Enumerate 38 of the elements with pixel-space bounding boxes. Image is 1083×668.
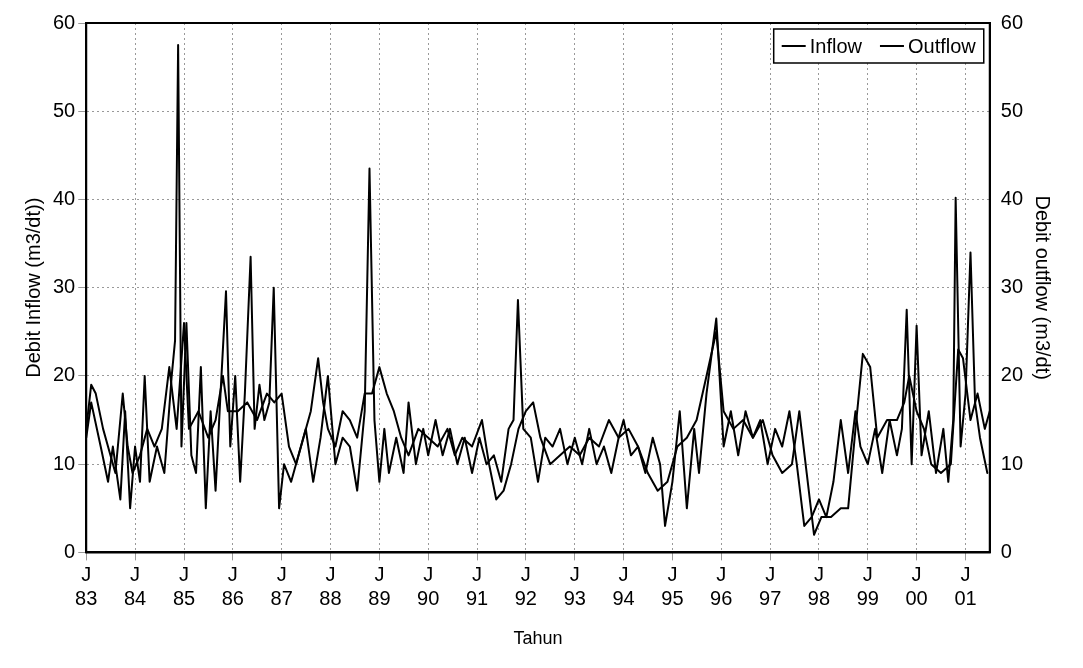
x-axis-title: Tahun xyxy=(513,628,563,649)
x-tick-label: J 86 xyxy=(221,562,244,609)
x-tick-label: J 91 xyxy=(465,562,489,609)
y2-tick-label: 40 xyxy=(1000,186,1023,209)
x-tick-label: J 92 xyxy=(514,562,537,609)
x-tick-label: J 85 xyxy=(172,562,196,609)
y-tick-label: 60 xyxy=(53,10,76,33)
legend-label: Outflow xyxy=(907,34,977,57)
y-tick-label: 20 xyxy=(53,363,76,386)
y2-tick-label: 20 xyxy=(1000,363,1023,386)
x-tick-label: J 97 xyxy=(759,562,782,609)
x-tick-label: J 88 xyxy=(319,562,342,609)
y2-tick-label: 60 xyxy=(1000,10,1023,33)
y-tick-label: 40 xyxy=(53,186,76,209)
x-tick-label: J 93 xyxy=(563,562,586,609)
y2-tick-label: 50 xyxy=(1000,98,1023,121)
y-tick-label: 50 xyxy=(53,98,76,121)
x-tick-label: J 90 xyxy=(417,562,440,609)
y-tick-label: 10 xyxy=(53,451,76,474)
y-tick-label: 0 xyxy=(64,539,76,562)
x-tick-label: J 01 xyxy=(954,562,977,609)
y2-tick-label: 0 xyxy=(1000,539,1012,562)
x-tick-label: J 99 xyxy=(856,562,879,609)
y-tick-label: 30 xyxy=(53,275,76,298)
x-tick-label: J 98 xyxy=(807,562,831,609)
x-tick-label: J 89 xyxy=(368,562,391,609)
legend-label: Inflow xyxy=(809,34,863,57)
x-tick-label: J 83 xyxy=(75,562,98,609)
x-tick-label: J 84 xyxy=(123,562,147,609)
y2-tick-label: 10 xyxy=(1000,451,1023,474)
y-axis-title: Debit Inflow (m3/dt)) xyxy=(21,197,44,378)
y2-axis-title: Debit outflow (m3/dt) xyxy=(1032,195,1055,380)
y2-tick-label: 30 xyxy=(1000,275,1023,298)
x-tick-label: J 00 xyxy=(905,562,928,609)
x-tick-label: J 87 xyxy=(270,562,293,609)
x-tick-label: J 96 xyxy=(710,562,733,609)
x-tick-label: J 94 xyxy=(612,562,635,609)
x-tick-label: J 95 xyxy=(661,562,684,609)
